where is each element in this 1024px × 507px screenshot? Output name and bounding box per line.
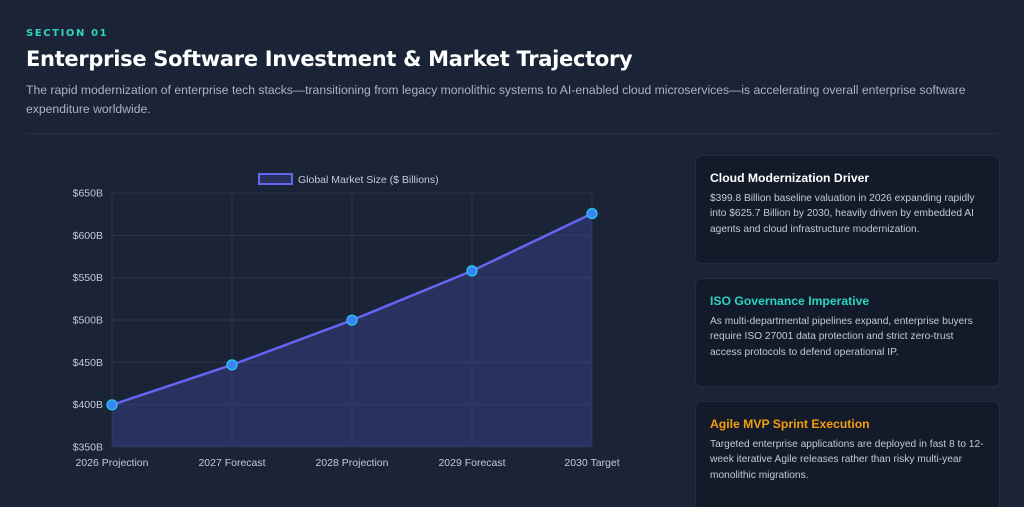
insight-card-cloud: Cloud Modernization Driver $399.8 Billio… [695,155,1000,264]
card-title: Agile MVP Sprint Execution [710,417,870,431]
x-tick-label: 2028 Projection [316,457,389,469]
section-header: SECTION 01 Enterprise Software Investmen… [26,28,998,119]
legend-label: Global Market Size ($ Billions) [298,174,439,186]
page-title: Enterprise Software Investment & Market … [26,47,633,71]
page-description: The rapid modernization of enterprise te… [26,83,966,116]
data-point [466,265,478,277]
legend-swatch [258,173,293,185]
insight-cards: Cloud Modernization Driver $399.8 Billio… [695,155,1000,507]
card-body: Targeted enterprise applications are dep… [710,439,984,481]
x-tick-label: 2027 Forecast [198,457,265,469]
data-point [586,207,598,220]
card-title: Cloud Modernization Driver [710,171,870,185]
y-tick-label: $650B [73,188,103,200]
insight-card-agile: Agile MVP Sprint Execution Targeted ente… [695,401,1000,507]
card-body: As multi-departmental pipelines expand, … [710,316,973,358]
y-tick-label: $550B [73,272,103,284]
data-point [106,399,118,411]
header-divider [26,133,998,134]
x-tick-label: 2029 Forecast [438,457,505,469]
x-tick-label: 2026 Projection [76,457,149,469]
y-tick-label: $350B [73,442,103,454]
card-body: $399.8 Billion baseline valuation in 202… [710,193,975,235]
market-chart-svg: $650B $600B $550B $500B $450B $400B $350B 2026 … [73,173,620,469]
section-label: SECTION 01 [26,28,109,39]
card-title: ISO Governance Imperative [710,294,870,308]
y-tick-label: $500B [73,315,103,327]
y-tick-label: $400B [73,399,103,411]
market-chart: $650B $600B $550B $500B $450B $400B $350B 2026 … [0,150,680,480]
y-tick-label: $450B [73,357,103,369]
data-point [226,359,238,371]
y-tick-label: $600B [73,230,103,242]
insight-card-iso: ISO Governance Imperative As multi-depar… [695,278,1000,387]
x-tick-label: 2030 Target [564,457,619,469]
data-point [346,314,358,326]
